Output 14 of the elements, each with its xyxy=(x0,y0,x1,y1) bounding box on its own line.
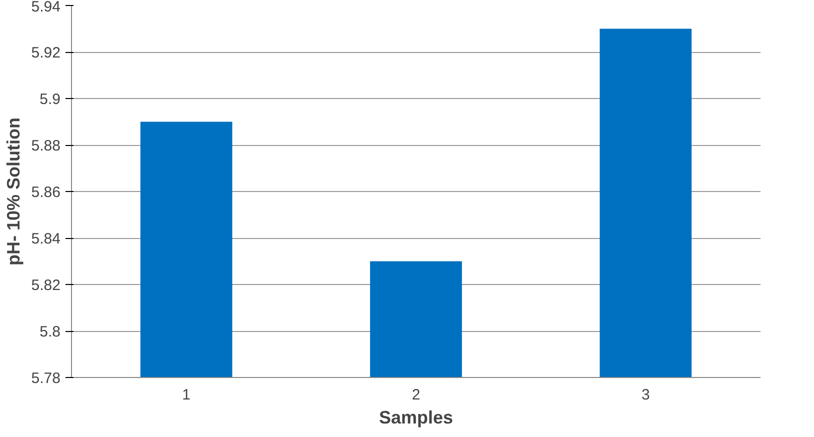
y-axis-title: pH- 10% Solution xyxy=(3,118,24,266)
y-tick-label: 5.86 xyxy=(31,184,61,201)
x-axis-title: Samples xyxy=(378,408,454,428)
y-tick-label: 5.92 xyxy=(31,44,61,62)
y-tick-label: 5.88 xyxy=(31,138,61,154)
x-tick-label: 1 xyxy=(182,386,191,404)
y-tick-label: 5.84 xyxy=(31,230,61,248)
x-tick-label: 3 xyxy=(641,386,650,404)
x-tick-label: 2 xyxy=(412,386,420,404)
y-tick-label: 5.78 xyxy=(31,370,61,387)
y-tick-label: 5.82 xyxy=(31,277,61,294)
y-tick-label: 5.8 xyxy=(40,324,61,340)
y-tick-label: 5.9 xyxy=(40,91,61,108)
y-tick-label: 5.94 xyxy=(31,0,61,16)
